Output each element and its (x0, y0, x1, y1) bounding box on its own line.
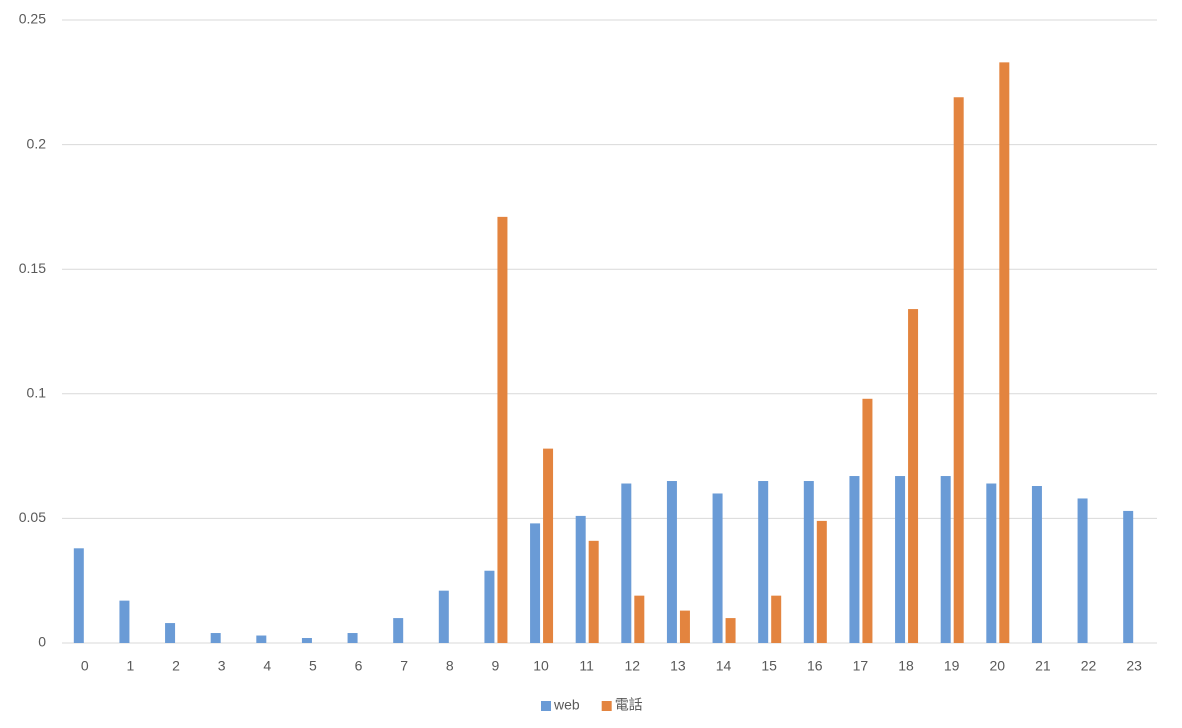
bar (849, 476, 860, 643)
x-tick-label: 22 (1081, 658, 1097, 674)
x-tick-label: 9 (492, 658, 500, 674)
bar (530, 523, 541, 643)
bar (301, 638, 312, 643)
bar (940, 476, 951, 643)
bar (999, 62, 1010, 643)
x-tick-label: 3 (218, 658, 226, 674)
bar (543, 448, 554, 643)
x-tick-label: 0 (81, 658, 89, 674)
x-tick-label: 16 (807, 658, 823, 674)
bar (210, 633, 221, 643)
y-tick-label: 0.2 (27, 135, 47, 151)
bar (895, 476, 906, 643)
x-tick-label: 17 (853, 658, 869, 674)
x-tick-label: 10 (533, 658, 549, 674)
bar (119, 600, 130, 643)
bar (634, 595, 645, 643)
x-tick-label: 18 (898, 658, 914, 674)
bar (575, 515, 586, 643)
bar (986, 483, 997, 643)
bar (679, 610, 690, 643)
bar (588, 540, 599, 643)
x-tick-label: 20 (990, 658, 1006, 674)
bar (484, 570, 495, 643)
y-tick-label: 0.15 (19, 260, 46, 276)
bar (1031, 486, 1042, 643)
bar (953, 97, 964, 643)
x-tick-label: 15 (761, 658, 777, 674)
legend-swatch (541, 701, 551, 711)
bar (256, 635, 267, 643)
bar (1077, 498, 1088, 643)
bar (347, 633, 358, 643)
x-tick-label: 4 (263, 658, 271, 674)
y-tick-label: 0.25 (19, 11, 46, 27)
bar (803, 481, 814, 643)
bar (908, 309, 919, 643)
x-tick-label: 23 (1126, 658, 1142, 674)
bar (1123, 510, 1134, 643)
x-tick-label: 13 (670, 658, 686, 674)
y-tick-label: 0.05 (19, 509, 46, 525)
x-tick-label: 12 (625, 658, 641, 674)
x-tick-label: 5 (309, 658, 317, 674)
y-tick-label: 0 (38, 634, 46, 650)
legend-swatch (601, 701, 612, 711)
bar (438, 590, 449, 643)
bar (771, 595, 782, 643)
x-tick-label: 8 (446, 658, 454, 674)
x-tick-label: 21 (1035, 658, 1051, 674)
bar (73, 548, 84, 643)
bar (816, 520, 827, 643)
y-tick-label: 0.1 (27, 385, 47, 401)
x-tick-label: 14 (716, 658, 732, 674)
x-tick-label: 1 (127, 658, 135, 674)
x-tick-label: 19 (944, 658, 960, 674)
x-tick-label: 2 (172, 658, 180, 674)
legend-label: 電話 (615, 697, 643, 713)
bar (393, 618, 404, 643)
bar (862, 398, 873, 643)
bar (725, 618, 736, 643)
bar (621, 483, 632, 643)
x-tick-label: 6 (355, 658, 363, 674)
legend-label: web (553, 697, 580, 713)
x-tick-label: 11 (579, 658, 594, 674)
x-tick-label: 7 (400, 658, 408, 674)
bar (712, 493, 723, 643)
bar (497, 216, 508, 644)
bar (165, 623, 176, 643)
bar (758, 481, 769, 643)
bar (666, 481, 677, 643)
